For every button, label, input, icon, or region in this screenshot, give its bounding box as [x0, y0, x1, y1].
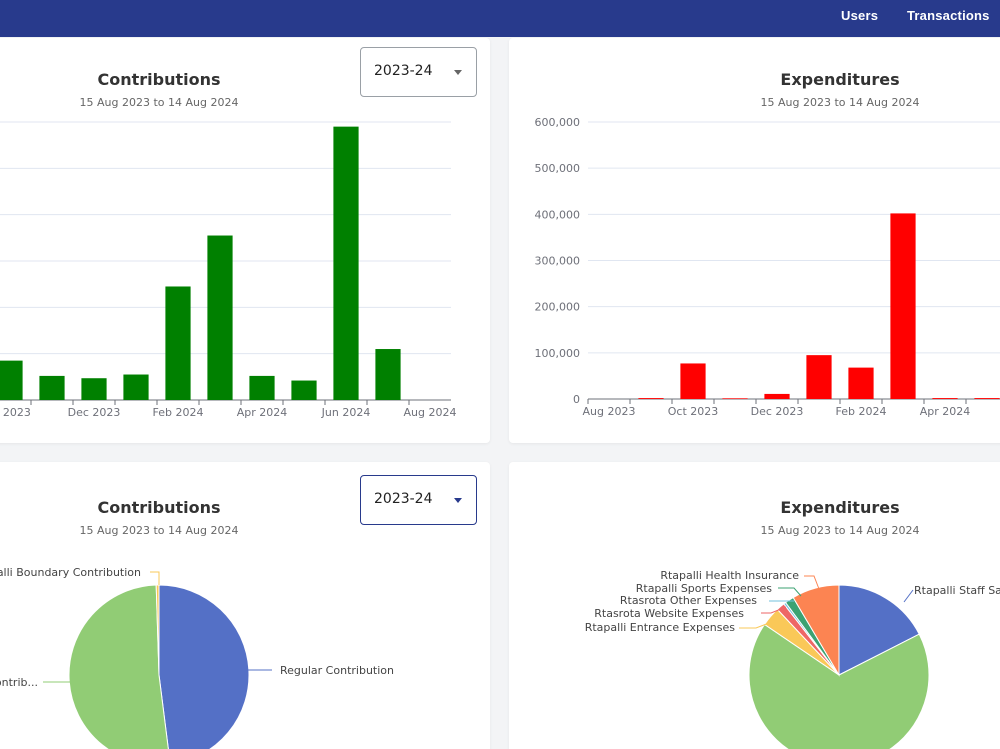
expenditures-bar-chart: 0 100,000 200,000 300,000 400,000 500,000 600,…: [535, 116, 1000, 418]
label-line: [778, 587, 802, 597]
bar: [638, 398, 664, 399]
pie-slice: [68, 584, 169, 749]
bar: [848, 367, 874, 399]
x-tick-label: Aug 2023: [583, 405, 636, 418]
bar: [123, 374, 149, 400]
y-tick-label: 300,000: [535, 255, 581, 268]
label-line: [739, 619, 778, 629]
chevron-down-icon: [454, 70, 462, 75]
bar: [764, 393, 790, 399]
y-tick-label: 600,000: [535, 116, 581, 129]
label-line: [903, 589, 914, 603]
x-tick-label: Oct 2023: [668, 405, 719, 418]
bar: [207, 235, 233, 400]
pie-label: Regular Contribution: [280, 664, 394, 677]
pie-label: tapalli Boundary Contribution: [0, 566, 141, 579]
bar: [0, 360, 23, 400]
label-line: [761, 606, 787, 614]
x-tick-label: ct 2023: [0, 406, 31, 419]
nav-users-link[interactable]: Users: [841, 8, 879, 23]
contributions-bar-card: Contributions 15 Aug 2023 to 14 Aug 2024…: [0, 38, 490, 443]
chevron-down-icon: [454, 498, 462, 503]
y-tick-label: 200,000: [535, 301, 581, 314]
x-tick-label: Apr 2024: [237, 406, 288, 419]
x-tick-label: Jun 2024: [321, 406, 371, 419]
contributions-pie-card: Contributions 15 Aug 2023 to 14 Aug 2024…: [0, 462, 490, 749]
bar: [165, 286, 191, 400]
bar: [249, 375, 275, 400]
pie-label: ontrib...: [0, 676, 38, 689]
card-subtitle: 15 Aug 2023 to 14 Aug 2024: [79, 524, 239, 537]
card-title: Expenditures: [780, 70, 900, 89]
pie-label: Rtapalli Health Insurance: [660, 569, 799, 582]
x-tick-label: Dec 2023: [751, 405, 804, 418]
bar: [333, 126, 359, 400]
nav-transactions-link[interactable]: Transactions: [907, 8, 990, 23]
pie-label: Rtasrota Website Expenses: [594, 607, 744, 620]
card-subtitle: 15 Aug 2023 to 14 Aug 2024: [79, 96, 239, 109]
bar: [974, 398, 1000, 399]
bar: [722, 398, 748, 399]
pie-label: Rtasrota Other Expenses: [620, 594, 757, 607]
x-tick-label: Feb 2024: [836, 405, 887, 418]
x-tick-label: Dec 2023: [68, 406, 121, 419]
x-tick-label: Apr 2024: [920, 405, 971, 418]
bar: [680, 363, 706, 399]
y-tick-label: 0: [573, 393, 580, 406]
expenditures-bar-card: Expenditures 15 Aug 2023 to 14 Aug 2024 …: [509, 38, 1000, 443]
card-title: Contributions: [97, 70, 221, 89]
x-tick-label: Feb 2024: [153, 406, 204, 419]
card-subtitle: 15 Aug 2023 to 14 Aug 2024: [760, 524, 920, 537]
x-tick-label: Aug 2024: [404, 406, 457, 419]
label-line: [150, 571, 160, 585]
contributions-bar-chart: ct 2023 Dec 2023 Feb 2024 Apr 2024 Jun 2024 A…: [0, 121, 457, 419]
bar: [81, 378, 107, 400]
year-select-value: 2023-24: [374, 491, 433, 507]
bar: [806, 355, 832, 399]
year-select[interactable]: 2023-24: [360, 47, 477, 97]
expenditures-pie-chart: Rtapalli Staff Sala Rtapalli Health Insur…: [585, 569, 1000, 749]
year-select[interactable]: 2023-24: [360, 475, 477, 525]
card-title: Contributions: [97, 498, 221, 517]
pie-label: Rtapalli Sports Expenses: [636, 582, 773, 595]
card-subtitle: 15 Aug 2023 to 14 Aug 2024: [760, 96, 920, 109]
y-tick-label: 500,000: [535, 162, 581, 175]
pie-slice: [158, 584, 250, 749]
bar: [39, 375, 65, 400]
pie-label: Rtapalli Staff Sala: [914, 584, 1000, 597]
top-navbar: Users Transactions: [0, 0, 1000, 37]
bar: [890, 213, 916, 399]
pie-slice: [838, 584, 920, 676]
year-select-value: 2023-24: [374, 63, 433, 79]
contributions-pie-chart: Regular Contribution ontrib... tapalli Bou…: [0, 566, 394, 749]
bar: [932, 398, 958, 399]
label-line: [804, 575, 820, 590]
pie-slice: [792, 584, 840, 677]
bar: [291, 380, 317, 400]
pie-slice: [748, 623, 930, 749]
y-tick-label: 100,000: [535, 347, 581, 360]
y-tick-label: 400,000: [535, 208, 581, 221]
expenditures-pie-card: Expenditures 15 Aug 2023 to 14 Aug 2024 …: [509, 462, 1000, 749]
bar: [375, 349, 401, 400]
pie-label: Rtapalli Entrance Expenses: [585, 621, 736, 634]
card-title: Expenditures: [780, 498, 900, 517]
